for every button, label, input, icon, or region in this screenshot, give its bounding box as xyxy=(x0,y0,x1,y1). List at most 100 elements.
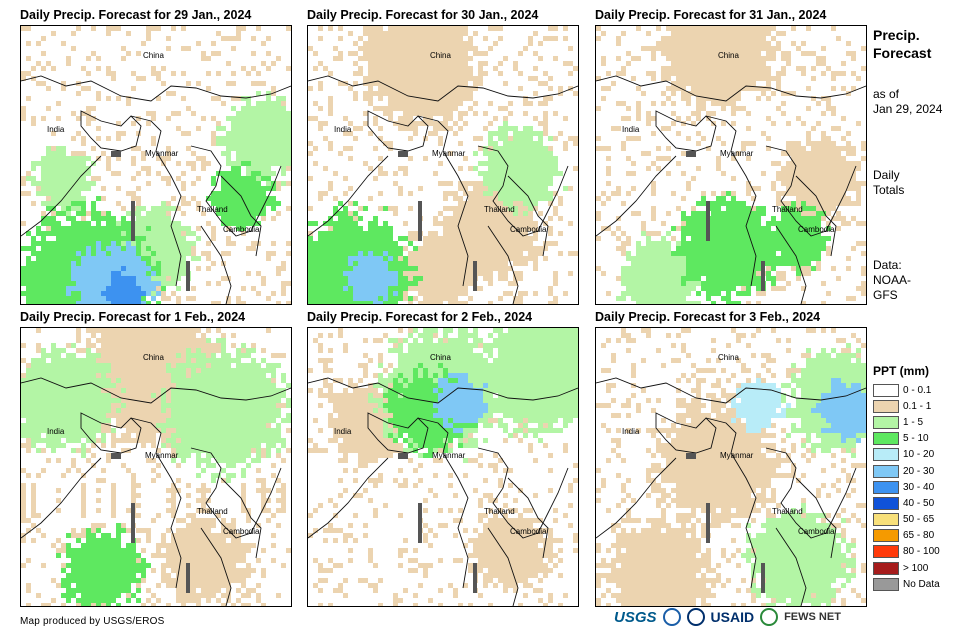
precip-cell xyxy=(726,256,731,261)
precip-cell xyxy=(126,378,131,383)
precip-cell xyxy=(61,166,66,171)
precip-cell xyxy=(61,261,66,266)
precip-cell xyxy=(503,151,508,156)
precip-cell xyxy=(106,271,111,276)
precip-cell xyxy=(761,251,766,256)
precip-cell xyxy=(861,221,866,226)
precip-cell xyxy=(721,81,726,86)
precip-cell xyxy=(616,236,621,241)
precip-cell xyxy=(423,291,428,296)
precip-cell xyxy=(746,81,751,86)
precip-cell xyxy=(606,156,611,161)
precip-cell xyxy=(498,156,503,161)
precip-cell xyxy=(686,241,691,246)
precip-cell xyxy=(413,126,418,131)
precip-cell xyxy=(51,388,56,393)
precip-cell xyxy=(488,196,493,201)
precip-cell xyxy=(413,236,418,241)
precip-cell xyxy=(338,271,343,276)
precip-cell xyxy=(661,241,666,246)
precip-cell xyxy=(221,171,226,176)
precip-cell xyxy=(373,261,378,266)
precip-cell xyxy=(141,343,146,348)
precip-cell xyxy=(721,221,726,226)
precip-cell xyxy=(656,276,661,281)
precip-cell xyxy=(498,241,503,246)
precip-cell xyxy=(806,106,811,111)
precip-cell xyxy=(701,201,706,206)
precip-cell xyxy=(86,226,91,231)
precip-cell xyxy=(121,343,126,348)
precip-cell xyxy=(533,146,538,151)
precip-cell xyxy=(736,106,741,111)
precip-cell xyxy=(66,383,71,388)
precip-cell xyxy=(66,378,71,383)
precip-cell xyxy=(443,221,448,226)
precip-cell xyxy=(811,151,816,156)
precip-cell xyxy=(101,383,106,388)
precip-cell xyxy=(111,291,116,296)
precip-cell xyxy=(681,81,686,86)
precip-cell xyxy=(851,56,856,61)
precip-cell xyxy=(736,276,741,281)
precip-cell xyxy=(231,191,236,196)
precip-cell xyxy=(656,281,661,286)
precip-cell xyxy=(856,201,861,206)
precip-cell xyxy=(448,191,453,196)
precip-cell xyxy=(458,236,463,241)
precip-cell xyxy=(261,348,266,353)
precip-cell xyxy=(231,131,236,136)
precip-cell xyxy=(821,211,826,216)
precip-cell xyxy=(513,281,518,286)
precip-cell xyxy=(36,241,41,246)
precip-cell xyxy=(483,236,488,241)
precip-cell xyxy=(323,136,328,141)
precip-cell xyxy=(181,373,186,378)
precip-cell xyxy=(363,236,368,241)
precip-cell xyxy=(308,176,313,181)
precip-cell xyxy=(76,363,81,368)
precip-cell xyxy=(236,26,241,31)
precip-cell xyxy=(826,196,831,201)
precip-cell xyxy=(508,156,513,161)
precip-cell xyxy=(236,111,241,116)
precip-cell xyxy=(671,296,676,301)
precip-cell xyxy=(746,291,751,296)
precip-cell xyxy=(226,241,231,246)
precip-cell xyxy=(66,171,71,176)
precip-cell xyxy=(716,166,721,171)
precip-cell xyxy=(156,276,161,281)
precip-cell xyxy=(473,31,478,36)
precip-cell xyxy=(741,211,746,216)
precip-cell xyxy=(36,296,41,301)
precip-cell xyxy=(801,161,806,166)
precip-cell xyxy=(141,256,146,261)
precip-cell xyxy=(761,256,766,261)
precip-cell xyxy=(731,281,736,286)
precip-cell xyxy=(201,166,206,171)
precip-cell xyxy=(76,373,81,378)
precip-cell xyxy=(548,161,553,166)
precip-cell xyxy=(81,261,86,266)
precip-cell xyxy=(181,338,186,343)
precip-cell xyxy=(801,231,806,236)
precip-cell xyxy=(106,286,111,291)
precip-cell xyxy=(393,121,398,126)
precip-cell xyxy=(91,201,96,206)
precip-cell xyxy=(408,51,413,56)
precip-cell xyxy=(513,231,518,236)
precip-cell xyxy=(438,271,443,276)
precip-cell xyxy=(781,261,786,266)
precip-cell xyxy=(126,261,131,266)
precip-cell xyxy=(468,226,473,231)
precip-cell xyxy=(236,378,241,383)
precip-cell xyxy=(811,141,816,146)
precip-cell xyxy=(666,246,671,251)
precip-cell xyxy=(493,66,498,71)
precip-cell xyxy=(91,378,96,383)
precip-cell xyxy=(111,378,116,383)
precip-cell xyxy=(861,241,866,246)
precip-cell xyxy=(513,196,518,201)
precip-cell xyxy=(166,328,171,333)
precip-cell xyxy=(621,101,626,106)
